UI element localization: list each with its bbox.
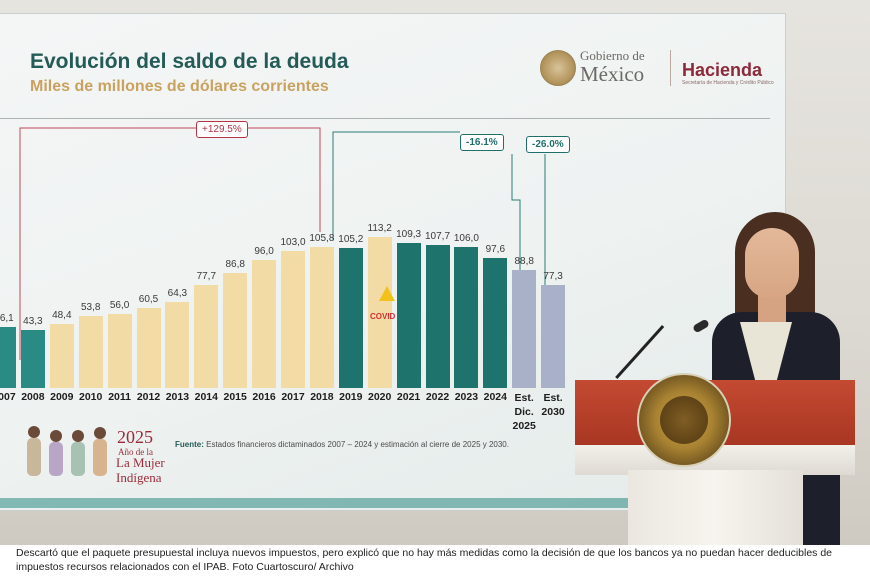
bar-2009 [49, 323, 74, 388]
bar-2015 [223, 272, 248, 388]
year-label: 2016 [252, 391, 276, 403]
bar-2020 [367, 237, 392, 388]
year-label: 2011 [108, 391, 131, 403]
year-label: 2021 [396, 391, 421, 403]
year-label: 2013 [165, 391, 190, 403]
year-label: 2018 [310, 391, 334, 403]
speaker-face [745, 228, 799, 298]
bar-2017 [281, 251, 305, 388]
drop-badge-2025: -16.1% [460, 134, 504, 151]
caption-area [0, 545, 870, 580]
year-label: Est. Dic. 2025 [512, 392, 536, 432]
bar-2010 [78, 316, 103, 388]
value-label: 77,7 [196, 270, 217, 282]
year-label: 2023 [454, 391, 479, 403]
value-label: 56,0 [109, 299, 130, 311]
logo-line3: Indígena [116, 470, 162, 485]
year-label: 2015 [223, 391, 247, 403]
bar-2018 [309, 247, 334, 388]
slide-subtitle: Miles de millones de dólares corrientes [30, 78, 329, 95]
bar-2012 [136, 307, 161, 388]
value-label: 97,6 [485, 244, 506, 256]
bar-2016 [252, 260, 277, 388]
bar-2011 [107, 313, 132, 388]
mexico-coat-of-arms-seal-icon [637, 373, 731, 467]
value-label: 113,2 [367, 223, 392, 235]
gobierno-line1: Gobierno de [580, 48, 645, 63]
bar-2019 [338, 248, 363, 388]
bar-2023 [454, 247, 479, 388]
logo-divider [670, 50, 671, 86]
value-label: 109,3 [396, 228, 422, 240]
year-label: Est. 2030 [541, 392, 565, 418]
value-label: 103,0 [280, 237, 306, 248]
hacienda-logo-text: Hacienda [682, 60, 763, 80]
value-label: 88,8 [514, 255, 534, 267]
bar-2022 [425, 244, 450, 388]
podium-base [628, 470, 803, 545]
value-label: 64,3 [167, 288, 188, 300]
value-label: 107,7 [424, 230, 451, 242]
bar-est-2030 [541, 285, 566, 388]
year-label: 2024 [483, 391, 507, 403]
logo-year: 2025 [117, 427, 153, 447]
bar-2013 [165, 302, 190, 388]
value-label: 106,0 [453, 233, 479, 245]
year-label: 2012 [136, 391, 161, 403]
news-photo: Evolución del saldo de la deuda Miles de… [0, 0, 870, 545]
bar-est-dic-2025 [512, 269, 537, 388]
year-label: 2008 [21, 391, 45, 403]
covid-label: COVID [370, 312, 396, 321]
photo-caption: Descartó que el paquete presupuestal inc… [16, 547, 833, 573]
year-label: 2020 [368, 391, 392, 403]
value-label: 96,0 [254, 246, 274, 258]
year-label: 2007 [0, 391, 16, 403]
value-label: 86,8 [225, 258, 245, 270]
year-label: 2009 [50, 391, 74, 403]
value-label: 77,3 [543, 271, 563, 283]
logo-line2: La Mujer [116, 455, 165, 470]
value-label: 53,8 [80, 302, 101, 314]
value-label: 60,5 [138, 293, 159, 305]
bar-2007 [0, 326, 16, 388]
source-note: Fuente: Estados financieros dictaminados… [175, 440, 509, 449]
value-label: 48,4 [52, 309, 72, 321]
value-label: 46,1 [0, 312, 14, 324]
year-label: 2010 [79, 391, 103, 403]
drop-badge-2030: -26.0% [526, 136, 570, 153]
value-label: 105,8 [309, 233, 335, 245]
annotation-lines [19, 127, 546, 360]
growth-badge: +129.5% [196, 121, 248, 138]
year-label: 2022 [425, 391, 450, 403]
bar-2021 [396, 242, 421, 388]
year-label: 2014 [194, 391, 218, 403]
screen-bottom-band [0, 498, 630, 508]
year-label: 2019 [339, 391, 363, 403]
warning-icon [379, 286, 395, 301]
value-label: 105,2 [338, 234, 364, 246]
gobierno-seal-icon [540, 50, 576, 86]
bar-2008 [20, 330, 45, 388]
logo-line1: Año de la [118, 447, 153, 457]
gobierno-line2: México [580, 62, 645, 86]
indigenous-women-illustration-icon [27, 426, 107, 476]
bar-2014 [194, 284, 219, 388]
bar-2024 [483, 258, 508, 388]
year-label: 2017 [281, 391, 305, 403]
header-rule [0, 118, 770, 119]
value-label: 43,3 [23, 316, 43, 328]
slide-title: Evolución del saldo de la deuda [30, 50, 349, 73]
source-label: Fuente: [175, 440, 204, 449]
hacienda-subtitle: Secretaría de Hacienda y Crédito Público [682, 80, 774, 86]
source-text: Estados financieros dictaminados 2007 – … [206, 440, 509, 449]
